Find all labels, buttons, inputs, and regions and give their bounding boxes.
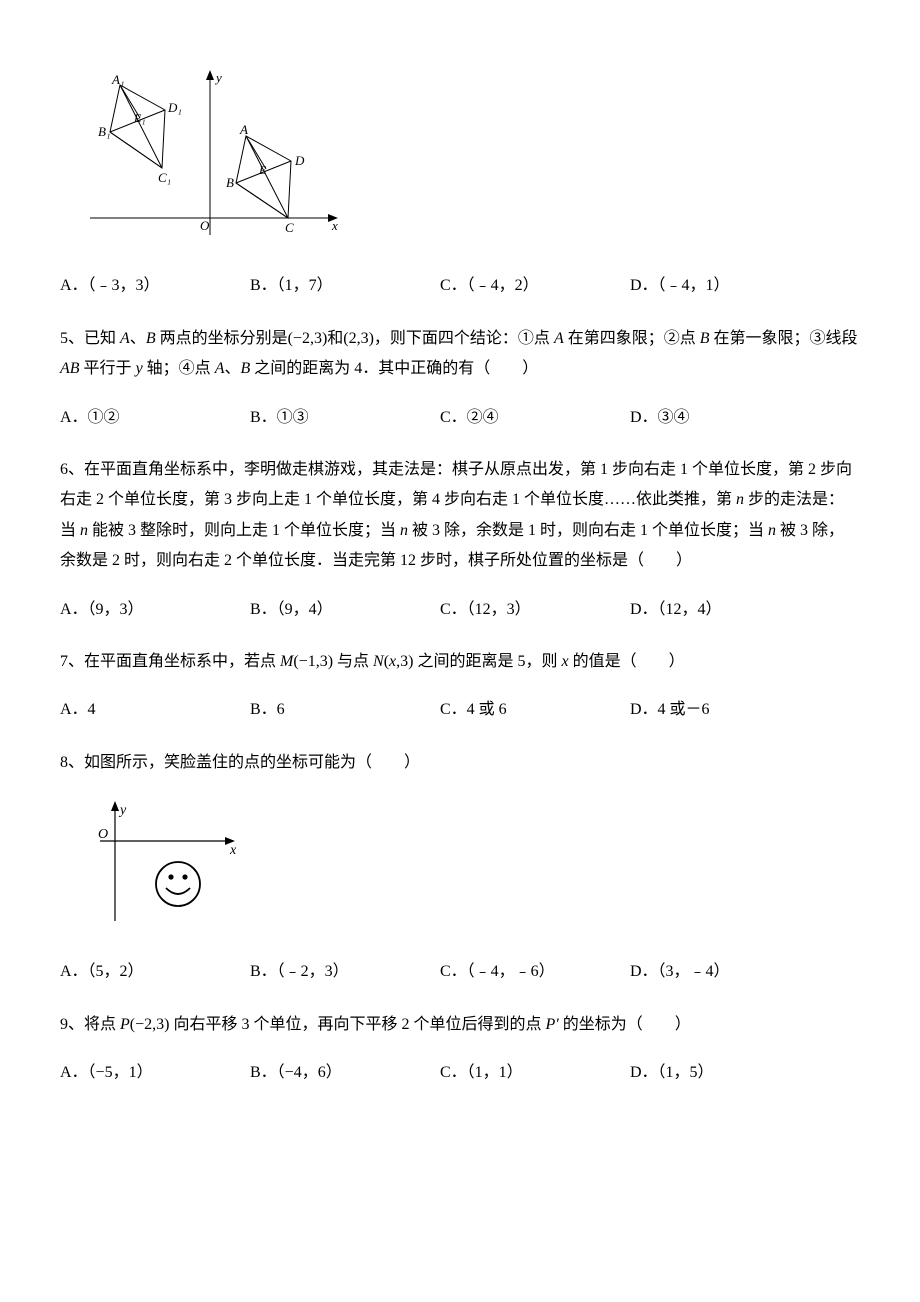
q9-choice-d: D．（1，5） — [630, 1058, 820, 1088]
q7-choice-b: B．6 — [250, 695, 440, 725]
q4-D1: D₁ — [167, 100, 182, 115]
q4-E1: E₁ — [133, 111, 146, 125]
q5-choice-d: D．③④ — [630, 403, 820, 433]
q8-origin: O — [98, 827, 108, 842]
q8-y-label: y — [118, 803, 127, 818]
q8-choice-b: B．（﹣2，3） — [250, 957, 440, 987]
q5-choice-c: C．②④ — [440, 403, 630, 433]
q8-choice-c: C．（﹣4，﹣6） — [440, 957, 630, 987]
q6-choice-c: C．（12，3） — [440, 595, 630, 625]
q8-choices: A．（5，2） B．（﹣2，3） C．（﹣4，﹣6） D．（3，﹣4） — [60, 957, 860, 987]
q4-C: C — [285, 220, 294, 235]
q4-svg: O y x A₁ B₁ D₁ E₁ C₁ A B D E C — [60, 70, 340, 240]
q9-choices: A．（−5，1） B．（−4，6） C．（1，1） D．（1，5） — [60, 1058, 860, 1088]
q4-y-label: y — [214, 70, 222, 85]
q4-choice-c: C．（﹣4，2） — [440, 271, 630, 301]
q4-origin-label: O — [200, 218, 210, 233]
q6-choice-a: A．（9，3） — [60, 595, 250, 625]
q8-x-label: x — [229, 843, 237, 858]
q9-text: 9、将点 P(−2,3) 向右平移 3 个单位，再向下平移 2 个单位后得到的点… — [60, 1010, 860, 1040]
q4-E: E — [258, 163, 267, 177]
q7-choice-d: D．4 或－6 — [630, 695, 820, 725]
q9-choice-a: A．（−5，1） — [60, 1058, 250, 1088]
q4-A1: A₁ — [111, 72, 124, 87]
q8-choice-d: D．（3，﹣4） — [630, 957, 820, 987]
q8-svg: O y x — [60, 796, 240, 926]
q4-C1: C₁ — [158, 170, 171, 185]
q4-x-label: x — [331, 218, 338, 233]
q6-choices: A．（9，3） B．（9，4） C．（12，3） D．（12，4） — [60, 595, 860, 625]
q8-figure: O y x — [60, 796, 860, 937]
q4-A: A — [239, 122, 248, 137]
q4-figure: O y x A₁ B₁ D₁ E₁ C₁ A B D E C — [60, 70, 860, 251]
q4-B: B — [226, 175, 234, 190]
q4-choices: A．（﹣3，3） B．（1，7） C．（﹣4，2） D．（﹣4，1） — [60, 271, 860, 301]
q7-choice-c: C．4 或 6 — [440, 695, 630, 725]
q5-choices: A．①② B．①③ C．②④ D．③④ — [60, 403, 860, 433]
q6-text: 6、在平面直角坐标系中，李明做走棋游戏，其走法是：棋子从原点出发，第 1 步向右… — [60, 455, 860, 577]
q4-D: D — [294, 153, 305, 168]
q4-B1: B₁ — [98, 124, 110, 139]
q7-text: 7、在平面直角坐标系中，若点 M(−1,3) 与点 N(x,3) 之间的距离是 … — [60, 647, 860, 677]
q4-choice-b: B．（1，7） — [250, 271, 440, 301]
q9-choice-b: B．（−4，6） — [250, 1058, 440, 1088]
q7-choice-a: A．4 — [60, 695, 250, 725]
q5-choice-a: A．①② — [60, 403, 250, 433]
q7-choices: A．4 B．6 C．4 或 6 D．4 或－6 — [60, 695, 860, 725]
q5-text: 5、已知 A、B 两点的坐标分别是(−2,3)和(2,3)，则下面四个结论：①点… — [60, 324, 860, 385]
q6-choice-b: B．（9，4） — [250, 595, 440, 625]
q8-choice-a: A．（5，2） — [60, 957, 250, 987]
q4-choice-a: A．（﹣3，3） — [60, 271, 250, 301]
q4-choice-d: D．（﹣4，1） — [630, 271, 820, 301]
q8-text: 8、如图所示，笑脸盖住的点的坐标可能为（ ） — [60, 748, 860, 778]
q5-choice-b: B．①③ — [250, 403, 440, 433]
q9-choice-c: C．（1，1） — [440, 1058, 630, 1088]
q6-choice-d: D．（12，4） — [630, 595, 820, 625]
